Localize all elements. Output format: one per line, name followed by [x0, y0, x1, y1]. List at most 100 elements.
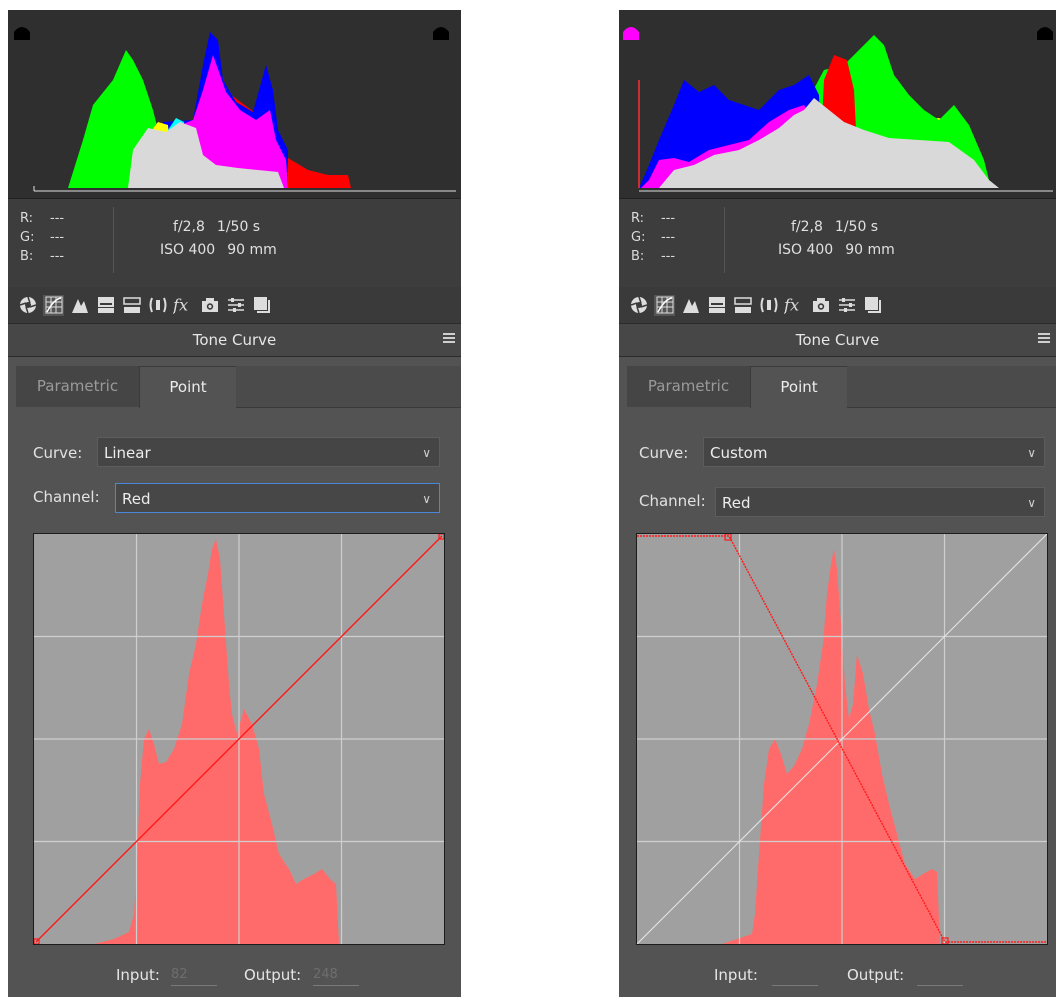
tab-strip-fill — [236, 366, 461, 408]
camera-calibration-icon[interactable] — [199, 295, 220, 316]
blue-value: --- — [50, 249, 65, 264]
output-field[interactable]: 248 — [313, 965, 359, 986]
curve-select-value: Custom — [710, 444, 768, 462]
exif-readout: f/2,8 1/50 s ISO 400 90 mm — [160, 219, 373, 265]
hsl-icon[interactable] — [95, 295, 116, 316]
info-divider — [113, 207, 114, 273]
input-field[interactable] — [772, 965, 818, 986]
basic-aperture-icon[interactable] — [628, 295, 649, 316]
tab-parametric[interactable]: Parametric — [627, 366, 750, 407]
channel-select-value: Red — [722, 494, 751, 512]
section-title: Tone Curve — [192, 331, 277, 349]
tab-point[interactable]: Point — [750, 366, 848, 408]
tone-curve-editor[interactable] — [33, 533, 445, 945]
detail-icon[interactable] — [680, 295, 701, 316]
lens-corrections-icon[interactable] — [147, 295, 168, 316]
channel-select-value: Red — [122, 490, 151, 508]
tab-parametric[interactable]: Parametric — [16, 366, 139, 407]
chevron-down-icon: ∨ — [1027, 496, 1036, 510]
lens-corrections-icon[interactable] — [758, 295, 779, 316]
green-value: --- — [50, 230, 65, 245]
channel-histogram — [94, 539, 339, 944]
curve-label: Curve: — [33, 444, 83, 462]
panel-menu-icon[interactable] — [1038, 333, 1050, 345]
shutter-speed: 1/50 s — [834, 219, 879, 235]
chevron-down-icon: ∨ — [1027, 446, 1036, 460]
histogram — [619, 10, 1056, 199]
rgb-readout: R: --- G: --- B: --- — [20, 211, 110, 268]
red-value: --- — [50, 211, 65, 226]
chevron-down-icon: ∨ — [422, 492, 431, 506]
info-panel: R: --- G: --- B: --- f/2,8 1/50 s ISO 400 90 … — [8, 199, 461, 287]
hsl-icon[interactable] — [706, 295, 727, 316]
aperture: f/2,8 — [173, 219, 205, 235]
tone-curve-icon[interactable] — [654, 294, 675, 316]
rgb-readout: R: --- G: --- B: --- — [631, 211, 721, 268]
camera-calibration-icon[interactable] — [810, 295, 831, 316]
curve-point-black — [34, 938, 40, 944]
curve-select[interactable]: Linear ∨ — [97, 437, 440, 467]
focal-length: 90 mm — [845, 242, 895, 258]
curve-select[interactable]: Custom ∨ — [703, 437, 1045, 467]
section-title: Tone Curve — [795, 331, 880, 349]
red-curve-line — [637, 535, 1047, 943]
camera-raw-panel-custom: R: --- G: --- B: --- f/2,8 1/50 s ISO 400 90 … — [619, 10, 1056, 997]
curve-select-value: Linear — [104, 444, 151, 462]
channel-label: Channel: — [33, 488, 100, 506]
info-panel: R: --- G: --- B: --- f/2,8 1/50 s ISO 400 90 … — [619, 199, 1056, 287]
presets-icon[interactable] — [225, 295, 246, 316]
effects-fx-icon[interactable]: fx — [784, 295, 805, 316]
panel-menu-icon[interactable] — [443, 333, 455, 345]
tone-curve-tabs: Parametric Point — [8, 366, 461, 408]
output-field[interactable] — [917, 965, 963, 986]
curve-point-bottom — [941, 937, 949, 944]
blue-value: --- — [661, 249, 676, 264]
iso: ISO 400 — [778, 242, 834, 258]
snapshots-icon[interactable] — [251, 295, 272, 316]
channel-label: Channel: — [639, 492, 706, 510]
curve-label: Curve: — [639, 444, 689, 462]
blue-key: B: — [631, 249, 645, 264]
basic-aperture-icon[interactable] — [17, 295, 38, 316]
effects-fx-icon[interactable]: fx — [173, 295, 194, 316]
tone-curve-icon[interactable] — [43, 294, 64, 316]
channel-histogram — [722, 549, 940, 944]
snapshots-icon[interactable] — [862, 295, 883, 316]
reference-diagonal — [637, 534, 1047, 944]
chevron-down-icon: ∨ — [422, 446, 431, 460]
red-value: --- — [661, 211, 676, 226]
tab-strip-fill — [847, 366, 1056, 408]
shadow-clipping-icon — [14, 27, 30, 40]
green-value: --- — [661, 230, 676, 245]
detail-icon[interactable] — [69, 295, 90, 316]
focal-length: 90 mm — [227, 242, 277, 258]
channel-select[interactable]: Red ∨ — [115, 483, 440, 513]
tone-curve-header[interactable]: Tone Curve — [8, 323, 461, 357]
presets-icon[interactable] — [836, 295, 857, 316]
split-toning-icon[interactable] — [121, 295, 142, 316]
green-key: G: — [20, 230, 35, 245]
green-key: G: — [631, 230, 646, 245]
tone-curve-editor[interactable] — [636, 533, 1048, 945]
aperture: f/2,8 — [791, 219, 823, 235]
split-toning-icon[interactable] — [732, 295, 753, 316]
tone-curve-tabs: Parametric Point — [619, 366, 1056, 408]
shutter-speed: 1/50 s — [216, 219, 261, 235]
svg-text:fx: fx — [173, 296, 188, 314]
svg-text:fx: fx — [784, 296, 799, 314]
output-label: Output: — [847, 966, 905, 984]
red-curve-line — [35, 535, 443, 943]
curve-point-top — [724, 534, 732, 541]
shadow-clipping-icon — [623, 27, 639, 40]
red-key: R: — [20, 211, 34, 226]
info-divider — [724, 207, 725, 273]
blue-key: B: — [20, 249, 34, 264]
highlight-clipping-icon — [1037, 27, 1053, 40]
panel-toolbar: fx — [8, 287, 461, 323]
camera-raw-panel-linear: R: --- G: --- B: --- f/2,8 1/50 s ISO 400 90 … — [8, 10, 461, 997]
channel-select[interactable]: Red ∨ — [715, 487, 1045, 517]
input-field[interactable]: 82 — [171, 965, 217, 986]
tab-point[interactable]: Point — [139, 366, 237, 408]
input-label: Input: — [714, 966, 758, 984]
tone-curve-header[interactable]: Tone Curve — [619, 323, 1056, 357]
